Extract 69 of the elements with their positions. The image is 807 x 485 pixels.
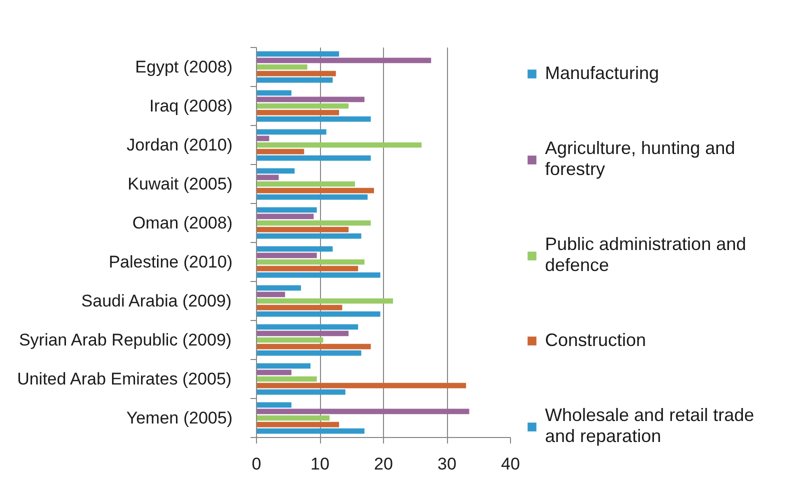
bar [256,370,292,376]
bar [256,350,362,356]
bar [256,298,394,304]
bar [256,376,317,382]
bar [256,181,355,187]
bar [256,246,333,252]
y-tick-label: United Arab Emirates (2005) [17,370,232,388]
y-tick-label: Saudi Arabia (2009) [81,292,232,310]
bar [256,266,358,272]
bar [256,252,317,258]
bar [256,70,336,76]
y-tick-label: Syrian Arab Republic (2009) [18,330,232,350]
bar [256,103,349,109]
bar [256,96,364,102]
bar [256,142,422,148]
x-tick-label: 10 [310,454,330,474]
bar [256,330,349,336]
bar [256,194,368,200]
bar [256,402,292,408]
bar [256,64,308,70]
bar [256,148,304,154]
bar [256,324,358,330]
bar [256,382,466,388]
bar [256,233,362,239]
bar [256,207,317,213]
bar [256,344,371,350]
bar [256,337,324,343]
y-tick-label: Oman (2008) [132,214,233,232]
y-tick-label: Palestine (2010) [108,252,233,272]
bar [256,155,371,161]
bar [256,188,374,194]
y-tick-label: Iraq (2008) [149,96,233,116]
x-tick-label: 30 [438,454,456,474]
bar [256,77,333,83]
y-tick-label: Yemen (2005) [126,408,233,428]
bar [256,174,279,180]
bar [256,51,340,57]
y-tick-label: Jordan (2010) [126,136,232,154]
bar [256,226,349,232]
legend-label: Manufacturing [545,63,660,84]
bar [256,292,286,298]
bar [256,408,470,414]
bar [256,129,326,135]
bar [256,220,371,226]
x-tick-label: 20 [374,454,393,474]
bar [256,311,380,317]
bar [256,90,292,96]
bar [256,363,310,369]
x-tick-label: 0 [252,454,262,474]
bar [256,272,380,278]
bar [256,428,364,434]
bar [256,58,432,64]
bar [256,168,295,174]
y-tick-label: Egypt (2008) [135,58,233,76]
legend-label: Wholesale and retail trade and reparation [545,405,754,447]
bar [256,214,314,220]
legend-label: Public administration and defence [545,234,746,276]
x-tick-label: 40 [501,454,520,474]
legend-label: Construction [545,330,646,351]
bar [256,259,364,265]
bar [256,116,371,122]
legend-label: Agriculture, hunting and forestry [545,138,736,180]
y-tick-label: Kuwait (2005) [128,174,232,194]
bar [256,285,301,291]
bar [256,422,340,428]
bar [256,389,346,395]
bar [256,110,340,116]
bar [256,304,342,310]
bar [256,415,330,421]
